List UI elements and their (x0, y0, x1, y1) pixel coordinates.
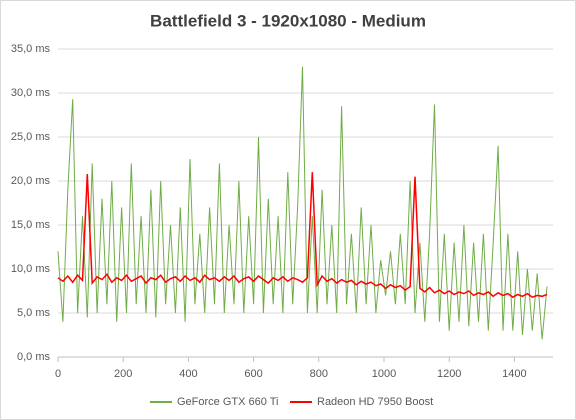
x-tick-label: 200 (114, 368, 132, 380)
y-tick-label: 20,0 ms (11, 175, 51, 187)
series-line (57, 66, 548, 340)
x-tick-label: 800 (310, 368, 328, 380)
x-tick-label: 0 (55, 368, 61, 380)
y-tick-label: 0,0 ms (17, 351, 51, 363)
x-tick-label: 1000 (372, 368, 396, 380)
y-tick-label: 25,0 ms (11, 131, 51, 143)
y-tick-label: 10,0 ms (11, 263, 51, 275)
y-tick-label: 5,0 ms (17, 307, 51, 319)
x-tick-label: 400 (179, 368, 197, 380)
y-tick-label: 15,0 ms (11, 219, 51, 231)
series-line (57, 172, 548, 299)
x-tick-label: 1200 (437, 368, 461, 380)
y-tick-label: 30,0 ms (11, 87, 51, 99)
x-tick-label: 1400 (502, 368, 526, 380)
legend-label: Radeon HD 7950 Boost (317, 396, 433, 408)
legend-label: GeForce GTX 660 Ti (177, 396, 278, 408)
chart-title: Battlefield 3 - 1920x1080 - Medium (150, 11, 426, 30)
y-tick-label: 35,0 ms (11, 43, 51, 55)
x-tick-label: 600 (244, 368, 262, 380)
